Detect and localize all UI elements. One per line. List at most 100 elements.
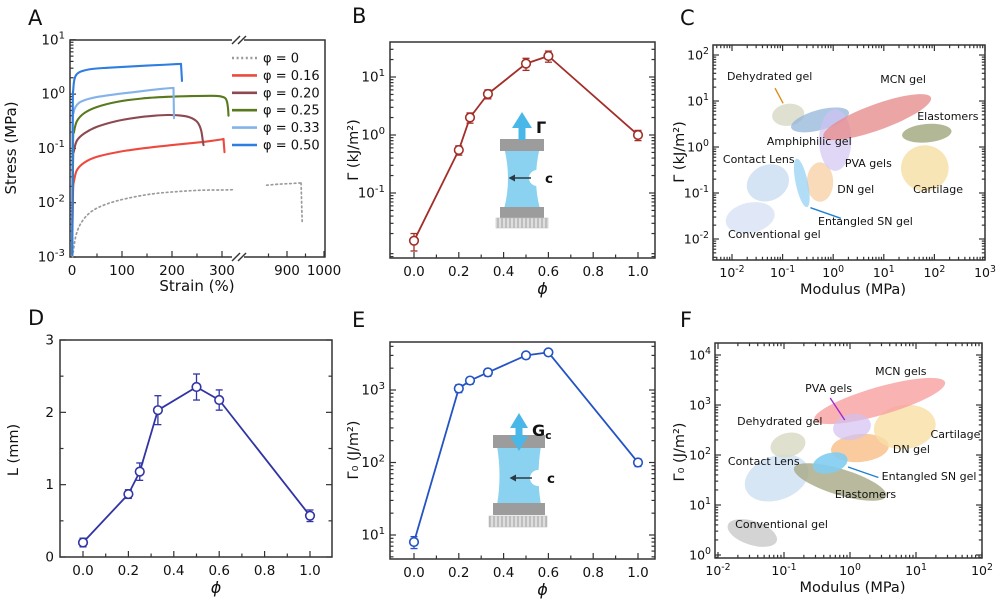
x-axis-title-f: Modulus (MPa) [800, 580, 906, 596]
y-axis-title-b: Γ (kJ/m²) [346, 119, 362, 181]
region-dn-gel [830, 433, 889, 463]
region-label-entangled-sn-gel: Entangled SN gel [882, 470, 977, 483]
x-axis-title-d: ϕ [211, 578, 222, 597]
curve-φ = 0 [300, 182, 304, 223]
panel-letter-b: B [352, 4, 367, 28]
panel-d-fractocohesive-length-vs-phi-plot: 0 1 2 3 0.0 0.2 0.4 0.6 0.8 1.0 ϕ L (mm) [6, 333, 333, 597]
svg-text:10-1: 10-1 [684, 184, 709, 200]
svg-text:10-1: 10-1 [770, 264, 795, 280]
data-point [464, 112, 476, 123]
svg-text:100: 100 [839, 562, 861, 578]
curve-φ = 0.50 [179, 62, 184, 82]
svg-text:1.0: 1.0 [299, 563, 320, 579]
x-axis-title-e: ϕ [537, 580, 548, 599]
curve-φ = 0 [71, 188, 236, 258]
region-label-dehydrated-gel: Dehydrated gel [727, 70, 812, 83]
curve-φ = 0.33 [71, 86, 175, 256]
data-point [408, 235, 420, 246]
svg-text:0: 0 [68, 263, 77, 279]
region-cartilage [873, 404, 936, 450]
data-point [77, 537, 89, 548]
svg-text:0.6: 0.6 [208, 563, 229, 579]
svg-text:0.6: 0.6 [538, 264, 559, 280]
region-label-amphiphilic-gel: Amphiphilic gel [767, 135, 852, 148]
region-label-cartilage: Cartilage [931, 428, 981, 441]
svg-text:0.6: 0.6 [538, 565, 559, 581]
svg-text:10-2: 10-2 [719, 264, 744, 280]
panel-letter-a: A [28, 6, 43, 30]
region-contact-lens [746, 164, 790, 202]
svg-text:200: 200 [159, 263, 185, 279]
legend-label: φ = 0.20 [263, 86, 320, 101]
svg-text:10-2: 10-2 [705, 562, 730, 578]
region-entangled-sn-gel [812, 452, 848, 474]
data-point [408, 536, 420, 548]
data-point [543, 347, 554, 358]
region-pointer-entangled-sn-gel [810, 207, 842, 219]
region-cartilage [901, 145, 949, 192]
region-elastomers [793, 463, 887, 501]
svg-text:100: 100 [822, 264, 844, 280]
region-conventional-gel [727, 519, 778, 547]
svg-text:0.8: 0.8 [582, 565, 603, 581]
panel-letter-f: F [680, 308, 693, 332]
panel-e-intrinsic-toughness-vs-phi-plot: 103 102 101 0.0 0.2 0.4 0.6 0.8 1.0 ϕ Γ₀ (J/m²) Gc c [346, 341, 656, 599]
panel-letter-c: C [680, 6, 695, 30]
svg-text:0.2: 0.2 [448, 264, 469, 280]
y-axis-title-c: Γ (kJ/m²) [672, 121, 688, 183]
curve-φ = 0.33 [172, 86, 176, 120]
y-axis-title-f: Γ₀ (J/m²) [672, 423, 688, 482]
y-axis-title-a: Stress (MPa) [2, 101, 20, 194]
panel-f-intrinsic-toughness-modulus-map: 10-2 10-1 100 101 102 104 103 102 101 100 Modulus … [672, 342, 993, 596]
svg-text:100: 100 [41, 85, 65, 103]
data-point [464, 375, 476, 386]
svg-text:101: 101 [361, 526, 385, 544]
region-mcn-gel [823, 94, 932, 141]
panel-a-stress-strain-plot: 101 100 10-1 10-2 10-30 100 200 300 900 1000 Strai… [2, 31, 341, 295]
panel-b-fracture-toughness-vs-phi-plot: 101 100 10-1 0.0 0.2 0.4 0.6 0.8 1.0 ϕ Γ (kJ/m²) Γc [346, 41, 656, 298]
data-point [304, 510, 316, 521]
svg-text:10-3: 10-3 [38, 248, 65, 266]
specimen-base [488, 515, 548, 528]
panel-letter-e: E [352, 308, 366, 332]
svg-text:101: 101 [687, 92, 709, 108]
region-elastomers [902, 123, 952, 143]
svg-text:0.4: 0.4 [493, 565, 514, 581]
crack-notch [529, 170, 545, 186]
specimen-bottom-grip [493, 503, 545, 515]
svg-text:10-1: 10-1 [358, 184, 385, 202]
data-point [453, 144, 464, 156]
x-axis-title-b: ϕ [537, 279, 548, 298]
specimen-bottom-grip [500, 207, 544, 218]
region-label-mcn-gel: MCN gel [880, 73, 926, 86]
region-contact-lens [744, 454, 809, 502]
data-point [632, 129, 644, 141]
region-pointer-pva-gels [829, 397, 846, 421]
legend-label: φ = 0.33 [263, 121, 320, 136]
svg-text:0.0: 0.0 [72, 563, 93, 579]
inset-gamma-label: Γ [536, 118, 546, 137]
legend-label: φ = 0.50 [263, 139, 320, 154]
data-point [520, 350, 532, 361]
data-point [453, 383, 464, 394]
region-label-cartilage: Cartilage [913, 183, 963, 196]
legend-label: φ = 0.16 [263, 69, 320, 84]
inset-gc-label: Gc [532, 421, 552, 442]
curve-φ = 0 [265, 182, 302, 187]
curve-φ = 0.25 [71, 94, 230, 256]
data-point [152, 405, 164, 416]
double-arrow-down [510, 436, 528, 451]
region-dehydrated-gel [770, 432, 806, 458]
axis-break [232, 35, 244, 45]
svg-text:100: 100 [689, 546, 711, 562]
svg-text:3: 3 [45, 333, 54, 349]
legend-label: φ = 0 [263, 52, 299, 67]
svg-text:0.8: 0.8 [254, 563, 275, 579]
data-point [632, 457, 644, 468]
svg-text:102: 102 [923, 264, 945, 280]
data-point [123, 488, 134, 500]
svg-text:0.4: 0.4 [493, 264, 514, 280]
svg-text:100: 100 [109, 263, 135, 279]
curve-φ = 0.16 [222, 137, 226, 154]
